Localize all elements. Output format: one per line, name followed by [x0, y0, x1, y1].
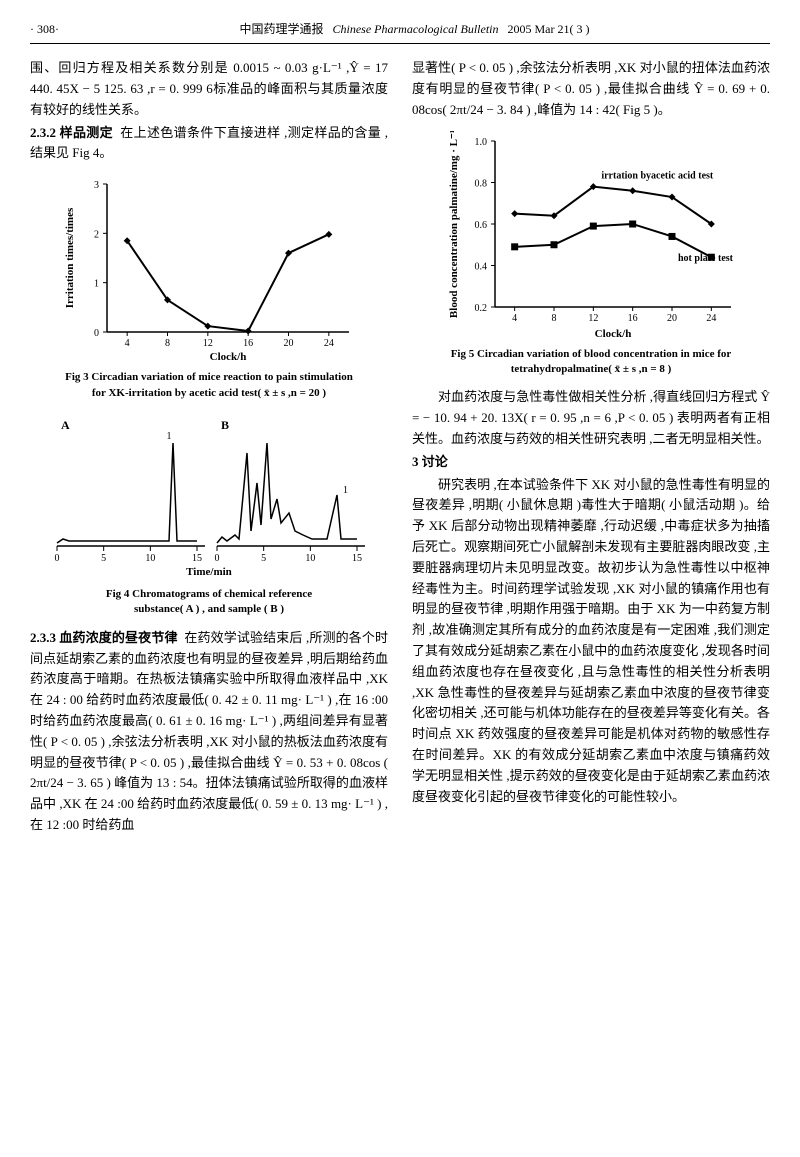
svg-text:1: 1 [343, 485, 348, 496]
svg-text:0.4: 0.4 [475, 261, 488, 272]
fig4-caption: Fig 4 Chromatograms of chemical referenc… [30, 587, 388, 618]
svg-text:4: 4 [125, 338, 130, 349]
fig3-caption: Fig 3 Circadian variation of mice reacti… [30, 370, 388, 401]
heading-233: 2.3.3 血药浓度的昼夜节律 [30, 630, 178, 645]
svg-text:20: 20 [284, 338, 294, 349]
svg-text:10: 10 [145, 553, 155, 564]
svg-text:12: 12 [203, 338, 213, 349]
svg-text:Clock/h: Clock/h [210, 351, 247, 363]
fig5-svg: 0.2 0.4 0.6 0.8 1.0 4 8 12 16 20 24 irrtation byace… [441, 131, 741, 341]
para-regression: 围、回归方程及相关系数分别是 0.0015 ~ 0.03 g·L⁻¹ ,Ŷ = … [30, 58, 388, 120]
svg-text:16: 16 [628, 313, 638, 324]
svg-text:3: 3 [94, 180, 99, 191]
svg-text:5: 5 [261, 553, 266, 564]
svg-text:5: 5 [101, 553, 106, 564]
svg-text:16: 16 [243, 338, 253, 349]
svg-text:B: B [221, 418, 229, 432]
page-number: · 308· [30, 20, 59, 39]
svg-text:A: A [61, 418, 70, 432]
journal-title: 中国药理学通报 Chinese Pharmacological Bulletin… [59, 20, 770, 39]
svg-text:1: 1 [167, 431, 172, 442]
svg-text:24: 24 [706, 313, 716, 324]
para-232: 2.3.2 样品测定 在上述色谱条件下直接进样 ,测定样品的含量 ,结果见 Fi… [30, 123, 388, 165]
svg-text:Blood concentration palmatine/: Blood concentration palmatine/mg · L⁻¹ [448, 131, 460, 318]
svg-text:4: 4 [512, 313, 517, 324]
svg-text:Irritation times/times: Irritation times/times [64, 207, 76, 308]
svg-text:Time/min: Time/min [186, 566, 232, 578]
svg-text:0.6: 0.6 [475, 220, 488, 231]
fig4-chart: 051015A1051015B1Time/min Fig 4 Chromatog… [30, 411, 388, 618]
fig4-svg: 051015A1051015B1Time/min [49, 411, 369, 581]
fig3-svg: 01234812162024Clock/hIrritation times/ti… [59, 174, 359, 364]
para-correlation: 对血药浓度与急性毒性做相关性分析 ,得直线回归方程式 Ŷ = − 10. 94 … [412, 387, 770, 449]
svg-text:0: 0 [55, 553, 60, 564]
heading-232: 2.3.2 样品测定 [30, 125, 113, 140]
para-discussion: 研究表明 ,在本试验条件下 XK 对小鼠的急性毒性有明显的昼夜差异 ,明期( 小… [412, 475, 770, 808]
svg-text:24: 24 [324, 338, 334, 349]
svg-text:irrtation byacetic acid test: irrtation byacetic acid test [601, 170, 714, 181]
svg-text:1.0: 1.0 [475, 137, 488, 148]
svg-text:hot plate test: hot plate test [678, 253, 734, 264]
svg-text:1: 1 [94, 279, 99, 290]
page-header: · 308· 中国药理学通报 Chinese Pharmacological B… [30, 20, 770, 44]
svg-text:10: 10 [305, 553, 315, 564]
svg-text:0.2: 0.2 [475, 303, 488, 314]
svg-text:0: 0 [215, 553, 220, 564]
two-column-layout: 围、回归方程及相关系数分别是 0.0015 ~ 0.03 g·L⁻¹ ,Ŷ = … [30, 58, 770, 838]
fig3-chart: 01234812162024Clock/hIrritation times/ti… [30, 174, 388, 401]
fig5-caption: Fig 5 Circadian variation of blood conce… [412, 347, 770, 378]
svg-text:20: 20 [667, 313, 677, 324]
left-column: 围、回归方程及相关系数分别是 0.0015 ~ 0.03 g·L⁻¹ ,Ŷ = … [30, 58, 388, 838]
svg-text:15: 15 [192, 553, 202, 564]
fig5-chart: 0.2 0.4 0.6 0.8 1.0 4 8 12 16 20 24 irrtation byace… [412, 131, 770, 378]
right-column: 显著性( P < 0. 05 ) ,余弦法分析表明 ,XK 对小鼠的扭体法血药浓… [412, 58, 770, 838]
svg-text:Clock/h: Clock/h [595, 328, 632, 340]
svg-text:2: 2 [94, 230, 99, 241]
svg-text:0: 0 [94, 328, 99, 339]
svg-text:0.8: 0.8 [475, 178, 488, 189]
heading-discussion: 3 讨论 [412, 452, 770, 473]
svg-text:12: 12 [588, 313, 598, 324]
svg-text:8: 8 [165, 338, 170, 349]
svg-text:15: 15 [352, 553, 362, 564]
svg-text:8: 8 [552, 313, 557, 324]
para-233: 2.3.3 血药浓度的昼夜节律 在药效学试验结束后 ,所测的各个时间点延胡索乙素… [30, 628, 388, 836]
para-right1: 显著性( P < 0. 05 ) ,余弦法分析表明 ,XK 对小鼠的扭体法血药浓… [412, 58, 770, 120]
